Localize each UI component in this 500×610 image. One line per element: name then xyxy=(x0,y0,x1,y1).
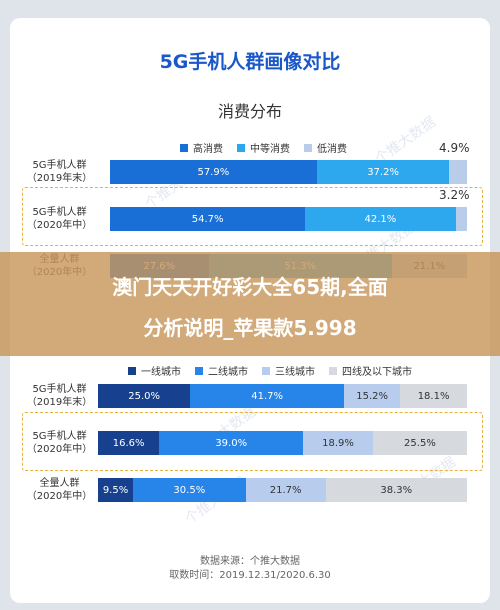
bar-1-1: 16.6% 39.0% 18.9% 25.5% xyxy=(98,431,467,455)
legend-item-1-1: 二线城市 xyxy=(195,363,248,378)
chart-title: 5G手机人群画像对比 xyxy=(159,51,341,73)
bar-segment-1-0-2: 15.2% xyxy=(344,384,401,408)
legend-label: 高消费 xyxy=(193,144,223,155)
outside-label-0-0-2: 4.9% xyxy=(439,141,470,155)
bar-segment-0-0-2 xyxy=(449,160,467,184)
banner-line-2: 分析说明_苹果款5.998 xyxy=(143,316,357,340)
legend-swatch xyxy=(262,366,270,375)
legend-label: 一线城市 xyxy=(141,367,181,378)
banner-line-1: 澳门天天开好彩大全65期,全面 xyxy=(112,275,388,299)
bar-1-0: 25.0% 41.7% 15.2% 18.1% xyxy=(98,384,467,408)
bar-segment-1-2-1: 30.5% xyxy=(133,478,246,502)
legend-item-1-3: 四线及以下城市 xyxy=(329,363,412,378)
highlight-box-0 xyxy=(22,187,483,246)
row-label-1-0: 5G手机人群 （2019年末） xyxy=(26,384,93,408)
legend-label: 二线城市 xyxy=(208,367,248,378)
legend-1: 一线城市 二线城市 三线城市 四线及以下城市 xyxy=(128,363,412,378)
consumption-subtitle: 消费分布 xyxy=(217,102,282,121)
legend-item-1-0: 一线城市 xyxy=(128,363,181,378)
legend-label: 三线城市 xyxy=(275,367,315,378)
bar-segment-1-0-1: 41.7% xyxy=(190,384,345,408)
legend-swatch xyxy=(237,143,245,152)
bar-segment-1-2-0: 9.5% xyxy=(98,478,134,502)
bar-segment-1-2-3: 38.3% xyxy=(325,478,467,502)
legend-label: 四线及以下城市 xyxy=(342,367,412,378)
outside-label-0-1-2: 3.2% xyxy=(439,188,470,202)
legend-swatch xyxy=(304,143,312,152)
bar-segment-0-0-0: 57.9% xyxy=(110,160,317,184)
row-label-1-2: 全量人群 （2020年中） xyxy=(26,478,93,502)
legend-item-0-0: 高消费 xyxy=(180,140,223,155)
bar-segment-0-1-2 xyxy=(455,207,467,231)
bar-segment-0-1-1: 42.1% xyxy=(305,207,456,231)
bar-segment-0-0-1: 37.2% xyxy=(316,160,450,184)
bar-segment-1-1-2: 18.9% xyxy=(303,431,373,455)
legend-item-0-2: 低消费 xyxy=(304,140,347,155)
bar-segment-1-0-3: 18.1% xyxy=(400,384,467,408)
row-label-0-0: 5G手机人群 （2019年末） xyxy=(26,160,93,184)
row-label-0-1: 5G手机人群 （2020年中） xyxy=(26,207,93,231)
bar-segment-0-1-0: 54.7% xyxy=(110,207,306,231)
row-label-1-1: 5G手机人群 （2020年中） xyxy=(26,431,93,455)
legend-0: 高消费 中等消费 低消费 xyxy=(180,140,347,155)
bar-segment-1-1-1: 39.0% xyxy=(159,431,304,455)
bar-segment-1-0-0: 25.0% xyxy=(98,384,191,408)
bar-0-0: 57.9% 37.2% xyxy=(110,160,467,184)
highlight-box-1 xyxy=(22,412,483,471)
bar-0-1: 54.7% 42.1% xyxy=(110,207,467,231)
bar-segment-1-2-2: 21.7% xyxy=(245,478,326,502)
legend-item-1-2: 三线城市 xyxy=(262,363,315,378)
legend-item-0-1: 中等消费 xyxy=(237,140,290,155)
legend-label: 低消费 xyxy=(317,144,347,155)
legend-label: 中等消费 xyxy=(250,144,290,155)
legend-swatch xyxy=(180,143,188,152)
bar-segment-1-1-0: 16.6% xyxy=(98,431,160,455)
legend-swatch xyxy=(195,366,203,375)
bar-segment-1-1-3: 25.5% xyxy=(372,431,467,455)
source-line: 数据来源：个推大数据 xyxy=(200,556,300,567)
time-line: 取数时间：2019.12.31/2020.6.30 xyxy=(169,570,331,581)
overlay-banner xyxy=(0,252,500,356)
legend-swatch xyxy=(128,366,136,375)
bar-1-2: 9.5% 30.5% 21.7% 38.3% xyxy=(98,478,467,502)
legend-swatch xyxy=(329,366,337,375)
